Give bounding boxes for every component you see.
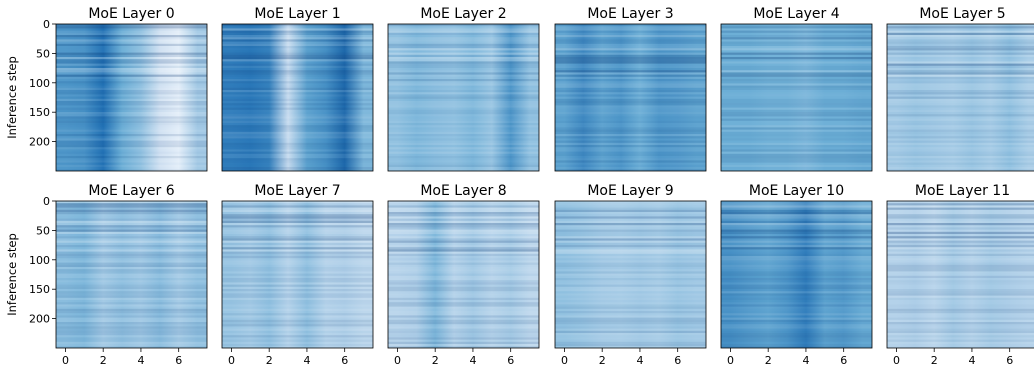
heatmap-panel-1: MoE Layer 1 (221, 6, 374, 172)
x-tick-label: 6 (175, 354, 182, 367)
y-tick-label: 100 (29, 254, 50, 267)
panel-frame (554, 23, 707, 172)
x-tick-label: 6 (507, 354, 514, 367)
panel-title: MoE Layer 11 (915, 183, 1010, 199)
x-tick-label: 0 (228, 354, 235, 367)
x-tick-label: 6 (1006, 354, 1013, 367)
heatmap-cells (887, 24, 1034, 171)
x-tick-label: 0 (394, 354, 401, 367)
heatmap-cells (388, 201, 539, 348)
panel-title: MoE Layer 6 (88, 183, 174, 199)
x-tick-label: 4 (137, 354, 144, 367)
heatmap-panel-2: MoE Layer 2 (387, 6, 540, 172)
x-tick-label: 4 (469, 354, 476, 367)
heatmap-panel-3: MoE Layer 3 (554, 6, 707, 172)
heatmap-cells (222, 24, 373, 171)
panel-frame (886, 200, 1034, 349)
y-tick-label: 100 (29, 77, 50, 90)
panel-frame (387, 200, 540, 349)
y-tick-label: 50 (36, 47, 50, 60)
heatmap-cells (721, 24, 872, 171)
panel-title: MoE Layer 8 (420, 183, 506, 199)
panel-title: MoE Layer 1 (254, 6, 340, 22)
heatmap-panel-8: MoE Layer 8 0 2 4 6 (387, 183, 540, 367)
heatmap-cells (887, 201, 1034, 348)
y-axis-label: Inference step (5, 56, 19, 139)
panel-frame (221, 23, 374, 172)
y-tick-label: 0 (43, 18, 50, 31)
heatmap-cells (388, 24, 539, 171)
panel-frame (720, 200, 873, 349)
panel-title: MoE Layer 10 (749, 183, 844, 199)
x-tick-label: 6 (341, 354, 348, 367)
heatmap-cells (555, 201, 706, 348)
heatmap-panel-6: MoE Layer 6 0 50 100 150 200 0 2 4 6 (29, 183, 208, 367)
heatmap-panel-9: MoE Layer 9 0 2 4 6 (554, 183, 707, 367)
panel-frame (886, 23, 1034, 172)
heatmap-panel-4: MoE Layer 4 (720, 6, 873, 172)
x-tick-label: 2 (432, 354, 439, 367)
panel-title: MoE Layer 2 (420, 6, 506, 22)
heatmap-cells (721, 201, 872, 348)
x-tick-label: 4 (802, 354, 809, 367)
x-tick-label: 0 (561, 354, 568, 367)
y-tick-label: 150 (29, 283, 50, 296)
panel-title: MoE Layer 9 (587, 183, 673, 199)
x-tick-label: 4 (968, 354, 975, 367)
y-axis-label: Inference step (5, 233, 19, 316)
panel-title: MoE Layer 3 (587, 6, 673, 22)
panel-frame (55, 200, 208, 349)
x-tick-label: 0 (893, 354, 900, 367)
heatmap-cells (56, 201, 207, 348)
heatmap-cells (56, 24, 207, 171)
y-tick-label: 0 (43, 195, 50, 208)
panel-frame (720, 23, 873, 172)
x-tick-label: 0 (727, 354, 734, 367)
heatmap-panel-7: MoE Layer 7 0 2 4 6 (221, 183, 374, 367)
y-tick-label: 150 (29, 106, 50, 119)
x-tick-label: 6 (674, 354, 681, 367)
panel-frame (55, 23, 208, 172)
heatmap-panel-5: MoE Layer 5 (886, 6, 1034, 172)
x-tick-label: 2 (100, 354, 107, 367)
panel-frame (387, 23, 540, 172)
heatmap-panel-11: MoE Layer 11 0 2 4 6 (886, 183, 1034, 367)
panel-frame (554, 200, 707, 349)
x-tick-label: 2 (266, 354, 273, 367)
x-tick-label: 4 (636, 354, 643, 367)
y-tick-label: 200 (29, 136, 50, 149)
panel-title: MoE Layer 7 (254, 183, 340, 199)
x-tick-label: 2 (931, 354, 938, 367)
panel-title: MoE Layer 5 (919, 6, 1005, 22)
x-tick-label: 0 (62, 354, 69, 367)
y-tick-label: 50 (36, 224, 50, 237)
x-tick-label: 6 (840, 354, 847, 367)
x-tick-label: 2 (765, 354, 772, 367)
panel-title: MoE Layer 4 (753, 6, 839, 22)
panel-frame (221, 200, 374, 349)
panel-title: MoE Layer 0 (88, 6, 174, 22)
x-tick-label: 2 (599, 354, 606, 367)
x-tick-label: 4 (303, 354, 310, 367)
heatmap-cells (222, 201, 373, 348)
heatmap-panel-0: MoE Layer 0 0 50 100 150 200 (29, 6, 208, 172)
heatmap-cells (555, 24, 706, 171)
heatmap-panel-10: MoE Layer 10 0 2 4 6 (720, 183, 873, 367)
y-tick-label: 200 (29, 313, 50, 326)
